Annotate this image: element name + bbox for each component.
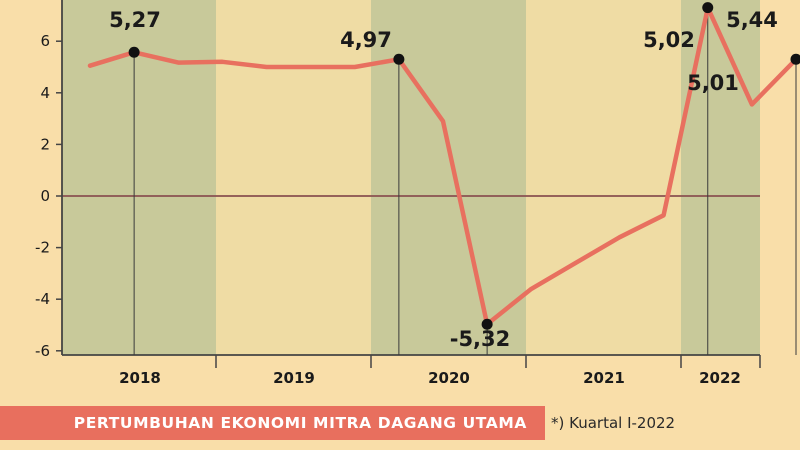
year-label-2021: 2021 [583,369,625,387]
title-banner: PERTUMBUHAN EKONOMI MITRA DAGANG UTAMA [0,406,545,440]
y-tick-label: 0 [40,187,50,205]
band-2021 [526,0,681,355]
data-label-2020: -5,32 [450,327,511,351]
y-axis-ticks [56,40,62,352]
y-tick-label: 2 [40,135,50,153]
data-point-marker [481,318,493,330]
year-label-2020: 2020 [428,369,470,387]
data-label-2021-q4: 5,02 [643,28,695,52]
year-bands [62,0,760,355]
footnote: *) Kuartal I-2022 [551,414,676,432]
band-2017-2018 [62,0,216,355]
data-label-2022-q1: 5,01 [687,71,739,95]
data-label-2019: 4,97 [340,28,392,52]
chart-title: PERTUMBUHAN EKONOMI MITRA DAGANG UTAMA [73,414,527,432]
y-tick-label: -4 [35,290,50,308]
data-label-2022-q2: 5,44 [726,8,778,32]
data-point-marker [393,53,405,65]
band-2020 [371,0,526,355]
y-tick-label: 6 [40,32,50,50]
year-label-2019: 2019 [273,369,315,387]
data-point-marker [702,2,714,14]
band-2022 [681,0,760,355]
year-label-2022: 2022 [699,369,741,387]
data-points [128,2,800,330]
data-label-2018: 5,27 [109,8,161,32]
x-axis-separators [215,355,761,368]
year-label-2018: 2018 [119,369,161,387]
y-tick-label: -2 [35,239,50,257]
band-2019 [216,0,371,355]
y-tick-label: 4 [40,84,50,102]
y-axis-tick-labels: 6 4 2 0 -2 -4 -6 [35,32,50,360]
data-point-marker [128,46,140,58]
y-tick-label: -6 [35,342,50,360]
data-point-marker [790,53,800,65]
